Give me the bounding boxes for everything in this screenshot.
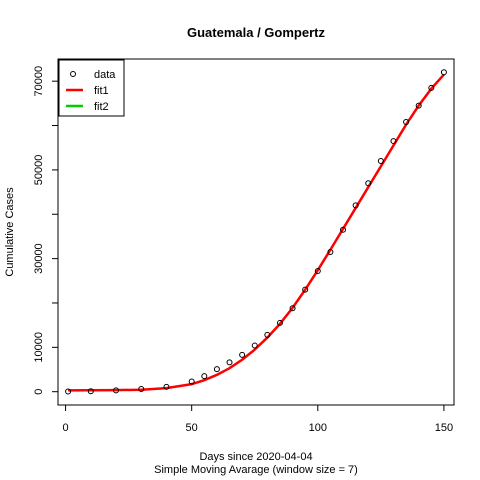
data-point — [163, 383, 170, 390]
data-point — [289, 305, 296, 312]
data-point — [314, 268, 321, 275]
data-point — [403, 118, 410, 125]
y-axis: 0 10000 30000 50000 70000 — [33, 66, 59, 395]
fit1-line — [68, 73, 445, 392]
data-point — [340, 226, 347, 233]
legend-label-data: data — [94, 69, 116, 81]
y-tick-label: 30000 — [33, 243, 45, 274]
data-point — [365, 180, 372, 187]
y-axis-label: Cumulative Cases — [4, 187, 16, 277]
x-tick-label: 100 — [309, 422, 327, 434]
series-layer — [65, 69, 447, 395]
data-point — [201, 373, 208, 380]
y-tick-label: 0 — [33, 389, 45, 395]
data-point — [415, 102, 422, 109]
y-tick-label: 70000 — [33, 66, 45, 97]
x-axis: 0 50 100 150 — [63, 404, 453, 434]
data-point — [65, 388, 72, 395]
y-tick-label: 50000 — [33, 155, 45, 186]
legend-label-fit1: fit1 — [94, 85, 109, 97]
data-point — [264, 331, 271, 338]
data-point — [113, 387, 120, 394]
data-point — [239, 351, 246, 358]
legend: data fit1 fit2 — [58, 59, 125, 117]
data-point — [138, 386, 145, 393]
y-tick-label: 10000 — [33, 332, 45, 363]
data-point — [276, 319, 283, 326]
data-point — [251, 342, 258, 349]
x-tick-label: 50 — [186, 422, 198, 434]
legend-box — [58, 59, 125, 117]
chart-title: Guatemala / Gompertz — [187, 25, 325, 40]
data-point — [352, 202, 359, 209]
data-point — [390, 138, 397, 145]
chart-subtitle: Simple Moving Avarage (window size = 7) — [154, 464, 358, 476]
x-axis-label: Days since 2020-04-04 — [199, 451, 312, 463]
legend-marker-data — [70, 71, 76, 77]
data-point — [428, 84, 435, 91]
data-point — [213, 366, 220, 373]
data-point — [440, 69, 447, 76]
data-point — [302, 286, 309, 293]
data-point — [188, 378, 195, 385]
data-point — [87, 388, 94, 395]
data-point — [327, 248, 334, 255]
data-point — [377, 158, 384, 165]
legend-label-fit2: fit2 — [94, 101, 109, 113]
x-tick-label: 0 — [63, 422, 69, 434]
x-tick-label: 150 — [435, 422, 453, 434]
data-point — [226, 359, 233, 366]
